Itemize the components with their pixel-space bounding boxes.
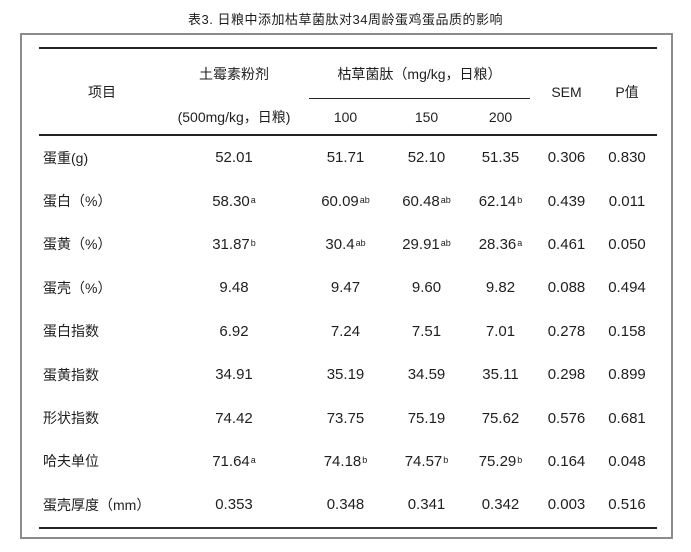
table-row: 蛋壳厚度（mm） 0.353 0.348 0.341 0.342 0.003 0.516: [39, 483, 657, 526]
significance-superscript: b: [362, 454, 368, 465]
table-row: 蛋黄（%） 31.87 b 30.4 ab 29.91 ab 28.36 a 0.461 0.050: [39, 223, 657, 266]
row-label: 蛋黄指数: [43, 366, 99, 383]
row-label: 蛋壳厚度（mm）: [43, 496, 151, 513]
cell-value: 28.36 a: [478, 235, 523, 253]
cell-value: 51.35: [481, 149, 520, 167]
cell-value: 0.003: [547, 496, 586, 514]
significance-superscript: ab: [359, 194, 370, 205]
cell-value: 0.576: [547, 409, 586, 427]
cell-value: 0.048: [608, 452, 646, 470]
cell-value: 0.164: [547, 452, 586, 470]
cell-value: 9.47: [330, 279, 361, 297]
cell-value: 34.91: [215, 366, 253, 384]
egg-quality-table: 项目 土霉素粉剂 (500mg/kg，日粮) 枯草菌肽（mg/kg，日粮） 10…: [39, 47, 657, 529]
row-label: 蛋黄（%）: [43, 236, 112, 253]
cell-value: 75.29 b: [478, 452, 523, 470]
cell-value: 0.830: [608, 149, 646, 167]
cell-value: 35.11: [482, 366, 519, 384]
significance-superscript: ab: [440, 194, 451, 205]
significance-superscript: ab: [440, 237, 451, 248]
row-label: 蛋白指数: [43, 323, 99, 340]
header-dose-100: 100: [333, 108, 358, 125]
cell-value: 74.57 b: [404, 452, 449, 470]
cell-value: 74.18 b: [323, 452, 368, 470]
table-row: 蛋重(g) 52.01 51.71 52.10 51.35 0.306 0.830: [39, 136, 657, 179]
cell-value: 58.30 a: [212, 192, 256, 210]
cell-value: 0.158: [608, 322, 646, 340]
significance-superscript: a: [250, 454, 256, 465]
cell-value: 75.19: [407, 409, 446, 427]
significance-superscript: b: [443, 454, 449, 465]
table-row: 哈夫单位 71.64 a 74.18 b 74.57 b 75.29 b 0.164 0.048: [39, 440, 657, 483]
cell-value: 0.348: [326, 496, 365, 514]
significance-superscript: b: [517, 194, 523, 205]
header-oxytetracycline-line1: 土霉素粉剂: [199, 66, 269, 82]
cell-value: 0.494: [608, 279, 646, 297]
table-header: 项目 土霉素粉剂 (500mg/kg，日粮) 枯草菌肽（mg/kg，日粮） 10…: [39, 49, 657, 136]
cell-value: 71.64 a: [212, 452, 256, 470]
cell-value: 0.353: [215, 496, 253, 514]
row-label: 蛋白（%）: [43, 193, 112, 210]
cell-value: 62.14 b: [478, 192, 523, 210]
cell-value: 30.4 ab: [325, 235, 366, 253]
cell-value: 9.48: [219, 279, 249, 297]
significance-superscript: ab: [355, 237, 366, 248]
cell-value: 29.91 ab: [402, 235, 451, 253]
cell-value: 60.48 ab: [402, 192, 451, 210]
significance-superscript: b: [250, 237, 256, 248]
table-row: 蛋白指数 6.92 7.24 7.51 7.01 0.278 0.158: [39, 310, 657, 353]
cell-value: 0.461: [547, 235, 586, 253]
significance-superscript: a: [517, 237, 523, 248]
cell-value: 6.92: [219, 322, 249, 340]
cell-value: 0.298: [547, 366, 586, 384]
header-bacitracin-group: 枯草菌肽（mg/kg，日粮）: [309, 49, 530, 99]
header-dose-150: 150: [414, 108, 439, 125]
significance-superscript: a: [250, 194, 256, 205]
cell-value: 0.088: [547, 279, 586, 297]
header-pvalue-column: P值: [615, 83, 639, 100]
row-label: 哈夫单位: [43, 453, 99, 470]
cell-value: 34.59: [407, 366, 446, 384]
cell-value: 60.09 ab: [321, 192, 370, 210]
cell-value: 52.01: [215, 149, 253, 167]
row-label: 蛋壳（%）: [43, 279, 112, 296]
table-row: 蛋白（%） 58.30 a 60.09 ab 60.48 ab 62.14 b 0.439 0.01…: [39, 179, 657, 222]
table-row: 蛋黄指数 34.91 35.19 34.59 35.11 0.298 0.899: [39, 353, 657, 396]
cell-value: 31.87 b: [212, 235, 256, 253]
cell-value: 52.10: [407, 149, 446, 167]
table-body: 蛋重(g) 52.01 51.71 52.10 51.35 0.306 0.830 蛋白（%）…: [39, 136, 657, 529]
cell-value: 0.439: [547, 192, 586, 210]
table-row: 形状指数 74.42 73.75 75.19 75.62 0.576 0.681: [39, 396, 657, 439]
cell-value: 7.01: [485, 322, 516, 340]
header-sem-column: SEM: [551, 83, 582, 100]
cell-value: 0.050: [608, 235, 646, 253]
cell-value: 73.75: [326, 409, 365, 427]
cell-value: 35.19: [326, 366, 365, 384]
table-row: 蛋壳（%） 9.48 9.47 9.60 9.82 0.088 0.494: [39, 266, 657, 309]
row-label: 蛋重(g): [43, 149, 89, 166]
cell-value: 75.62: [481, 409, 520, 427]
cell-value: 0.681: [608, 409, 646, 427]
cell-value: 74.42: [215, 409, 253, 427]
header-oxytetracycline-line2: (500mg/kg，日粮): [177, 108, 291, 125]
cell-value: 7.51: [411, 322, 442, 340]
header-dose-200: 200: [488, 108, 513, 125]
cell-value: 0.899: [608, 366, 646, 384]
row-label: 形状指数: [43, 410, 99, 427]
cell-value: 0.342: [481, 496, 520, 514]
cell-value: 0.341: [407, 496, 446, 514]
header-item-column: 项目: [88, 83, 116, 100]
cell-value: 0.516: [608, 496, 646, 514]
cell-value: 7.24: [330, 322, 361, 340]
cell-value: 9.60: [411, 279, 442, 297]
cell-value: 51.71: [326, 149, 365, 167]
cell-value: 9.82: [485, 279, 516, 297]
table-outer-box: 项目 土霉素粉剂 (500mg/kg，日粮) 枯草菌肽（mg/kg，日粮） 10…: [20, 33, 673, 539]
cell-value: 0.278: [547, 322, 586, 340]
table-caption: 表3. 日粮中添加枯草菌肽对34周龄蛋鸡蛋品质的影响: [188, 12, 503, 27]
cell-value: 0.306: [547, 149, 586, 167]
cell-value: 0.011: [608, 192, 646, 210]
significance-superscript: b: [517, 454, 523, 465]
